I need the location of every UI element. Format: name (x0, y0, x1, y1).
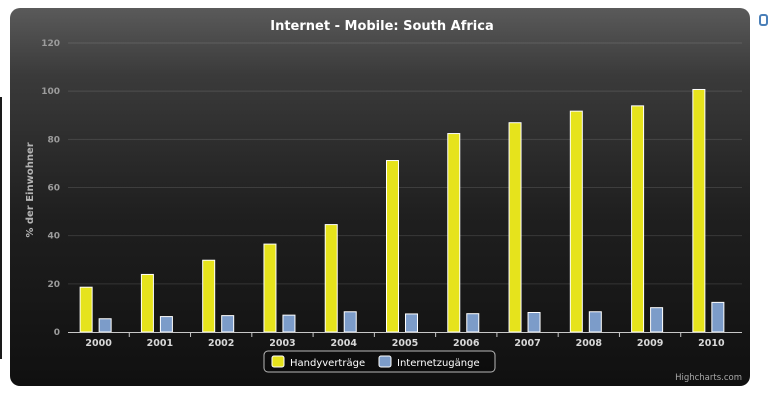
bar-handyvertraege[interactable] (386, 160, 399, 333)
bar-handyvertraege[interactable] (79, 286, 93, 333)
bar-internetzugaenge[interactable] (527, 311, 541, 333)
x-tick-label: 2000 (85, 338, 112, 349)
legend-swatch-handyvertraege (271, 355, 285, 368)
bar-handyvertraege[interactable] (263, 243, 277, 333)
x-tick-label: 2007 (514, 338, 540, 349)
left-edge-mark (0, 97, 2, 359)
bar-handyvertraege[interactable] (569, 110, 583, 333)
x-tick-label: 2004 (331, 338, 358, 349)
bar-handyvertraege[interactable] (447, 133, 461, 333)
bar-internetzugaenge[interactable] (588, 311, 602, 333)
bar-handyvertraege[interactable] (140, 273, 154, 333)
axis-layer: 0 20 40 60 80 100 120 2000 2001 2002 2003 2004 2005 2… (41, 39, 742, 349)
y-tick-label: 20 (47, 280, 60, 290)
bar-handyvertraege[interactable] (631, 105, 645, 333)
x-tick-label: 2010 (698, 338, 725, 349)
x-tick-label: 2008 (576, 338, 603, 349)
y-tick-label: 60 (47, 184, 60, 194)
x-tick-label: 2005 (392, 338, 418, 349)
legend-label-handyvertraege[interactable]: Handyverträge (290, 358, 365, 369)
bar-internetzugaenge[interactable] (711, 301, 725, 333)
bar-handyvertraege[interactable] (692, 88, 706, 333)
x-tick-label: 2006 (453, 338, 480, 349)
bar-handyvertraege[interactable] (324, 224, 338, 333)
y-tick-label: 40 (47, 232, 60, 242)
bar-handyvertraege[interactable] (508, 122, 522, 333)
bar-internetzugaenge[interactable] (282, 314, 296, 333)
y-tick-label: 80 (47, 135, 60, 145)
x-tick-label: 2003 (269, 338, 295, 349)
chart-title: Internet - Mobile: South Africa (270, 19, 494, 34)
bar-handyvertraege[interactable] (202, 259, 216, 333)
y-tick-label: 0 (54, 328, 60, 338)
y-tick-label: 100 (41, 87, 60, 97)
y-axis-title: % der Einwohner (25, 142, 36, 237)
legend-swatch-internetzugaenge (378, 355, 392, 368)
grid-layer (68, 42, 742, 285)
x-tick-label: 2001 (147, 338, 173, 349)
bar-internetzugaenge[interactable] (98, 318, 112, 333)
bar-internetzugaenge[interactable] (650, 307, 664, 333)
bars-layer (79, 88, 725, 333)
x-tick-label: 2002 (208, 338, 234, 349)
bar-internetzugaenge[interactable] (221, 315, 235, 333)
legend[interactable]: Handyverträge Internetzugänge (263, 350, 496, 373)
x-tick-label: 2009 (637, 338, 663, 349)
y-tick-label: 120 (41, 39, 60, 49)
credits-link[interactable]: Highcharts.com (675, 373, 742, 383)
legend-label-internetzugaenge[interactable]: Internetzugänge (397, 358, 480, 369)
bar-internetzugaenge[interactable] (159, 316, 173, 333)
bar-internetzugaenge[interactable] (405, 313, 418, 333)
bar-internetzugaenge[interactable] (466, 313, 480, 333)
bar-internetzugaenge[interactable] (343, 311, 357, 333)
export-icon[interactable] (759, 14, 768, 26)
chart-panel (10, 8, 750, 386)
